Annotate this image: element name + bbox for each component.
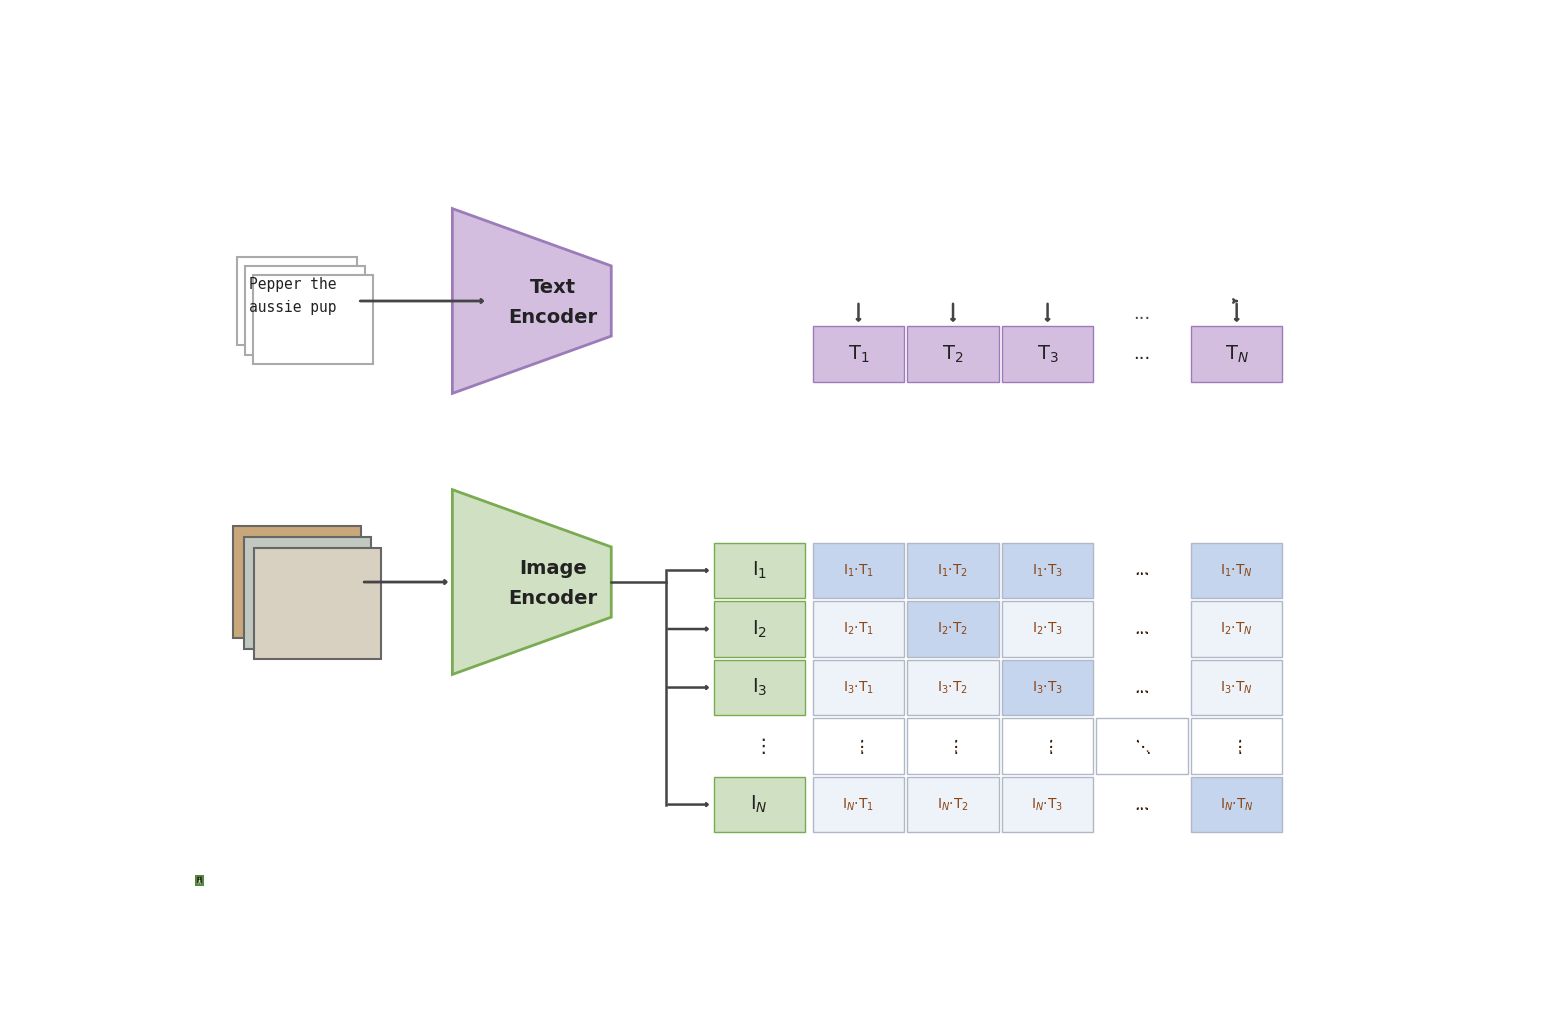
Bar (813, 777, 904, 832)
Text: $\vdots$: $\vdots$ (1042, 739, 1052, 753)
Text: I$_1$$\cdot$T$_3$: I$_1$$\cdot$T$_3$ (1032, 562, 1062, 579)
Text: I$_N$$\cdot$T$_1$: I$_N$$\cdot$T$_1$ (842, 796, 874, 813)
Text: $\vdots$: $\vdots$ (947, 737, 959, 755)
Text: I$_3$$\cdot$T$_2$: I$_3$$\cdot$T$_2$ (938, 679, 968, 696)
Bar (253, 548, 381, 660)
Text: I$_N$$\cdot$T$_2$: I$_N$$\cdot$T$_2$ (938, 796, 968, 813)
Bar (813, 660, 904, 715)
Text: ...: ... (1135, 680, 1149, 695)
Text: I$_N$$\cdot$T$_N$: I$_N$$\cdot$T$_N$ (1220, 796, 1254, 813)
Bar (813, 543, 904, 598)
Bar (1002, 543, 1093, 598)
Text: ...: ... (1135, 795, 1150, 814)
Text: $\vdots$: $\vdots$ (854, 739, 864, 753)
Polygon shape (452, 208, 611, 393)
Bar (1190, 718, 1283, 774)
Text: I$_1$: I$_1$ (751, 560, 766, 581)
Text: I$_2$$\cdot$T$_2$: I$_2$$\cdot$T$_2$ (938, 621, 968, 637)
Bar (1002, 660, 1093, 715)
Text: aussie pup: aussie pup (250, 300, 336, 315)
Bar (244, 537, 372, 648)
Text: $\vdots$: $\vdots$ (1231, 737, 1243, 755)
Text: ...: ... (1135, 797, 1149, 812)
Text: I$_N$$\cdot$T$_3$: I$_N$$\cdot$T$_3$ (1032, 796, 1064, 813)
Text: ...: ... (1133, 305, 1150, 323)
Bar (1096, 543, 1187, 598)
Text: I$_1$$\cdot$T$_2$: I$_1$$\cdot$T$_2$ (938, 562, 968, 579)
Text: ...: ... (1135, 620, 1150, 638)
Bar (1002, 326, 1093, 382)
Bar (1190, 660, 1283, 715)
Bar (813, 326, 904, 382)
Bar (253, 275, 373, 364)
Bar (907, 660, 999, 715)
Polygon shape (452, 489, 611, 674)
Bar (907, 601, 999, 657)
Text: $\ddots$: $\ddots$ (1133, 737, 1150, 755)
Text: I$_2$$\cdot$T$_3$: I$_2$$\cdot$T$_3$ (1032, 621, 1062, 637)
Bar (714, 543, 805, 598)
Text: T$_N$: T$_N$ (1224, 344, 1249, 365)
Text: ...: ... (1135, 561, 1150, 580)
Bar (1096, 660, 1187, 715)
Text: ...: ... (1135, 678, 1150, 697)
Bar (714, 660, 805, 715)
Text: $\vdots$: $\vdots$ (752, 736, 766, 756)
Text: $\vdots$: $\vdots$ (1232, 739, 1241, 753)
Text: I$_3$$\cdot$T$_3$: I$_3$$\cdot$T$_3$ (1032, 679, 1062, 696)
Text: Text: Text (530, 278, 577, 297)
Bar (233, 526, 361, 638)
Text: $\vdots$: $\vdots$ (1042, 737, 1053, 755)
Text: I$_2$$\cdot$T$_N$: I$_2$$\cdot$T$_N$ (1220, 621, 1254, 637)
Bar (1002, 718, 1093, 774)
Text: I$_3$$\cdot$T$_1$: I$_3$$\cdot$T$_1$ (843, 679, 874, 696)
Bar (245, 266, 365, 355)
Bar (1190, 777, 1283, 832)
Bar (907, 543, 999, 598)
Text: T$_2$: T$_2$ (942, 344, 964, 365)
Text: ...: ... (1133, 345, 1150, 363)
Bar (1190, 543, 1283, 598)
Text: Image: Image (520, 559, 588, 578)
Bar (1002, 601, 1093, 657)
Text: I$_1$$\cdot$T$_1$: I$_1$$\cdot$T$_1$ (843, 562, 874, 579)
Bar (1190, 601, 1283, 657)
Text: ...: ... (1135, 622, 1149, 636)
Text: T$_1$: T$_1$ (848, 344, 870, 365)
Text: ...: ... (1135, 563, 1149, 578)
Text: I$_3$$\cdot$T$_N$: I$_3$$\cdot$T$_N$ (1220, 679, 1254, 696)
Text: I$_1$$\cdot$T$_N$: I$_1$$\cdot$T$_N$ (1220, 562, 1254, 579)
Bar (1096, 718, 1187, 774)
Bar (1002, 777, 1093, 832)
Text: Pepper the: Pepper the (250, 277, 336, 291)
Text: Encoder: Encoder (509, 590, 598, 608)
Text: T$_3$: T$_3$ (1036, 344, 1058, 365)
Text: I$_N$: I$_N$ (751, 794, 768, 816)
Bar (907, 777, 999, 832)
Text: Encoder: Encoder (509, 309, 598, 327)
Bar (714, 777, 805, 832)
Bar (813, 718, 904, 774)
Text: $\ddots$: $\ddots$ (1135, 739, 1149, 753)
Bar (237, 256, 358, 346)
Bar (714, 601, 805, 657)
Text: I$_3$: I$_3$ (751, 677, 766, 698)
Bar (907, 326, 999, 382)
Bar (907, 718, 999, 774)
Bar (1190, 326, 1283, 382)
Text: I$_2$: I$_2$ (751, 619, 766, 639)
Bar (813, 601, 904, 657)
Text: I$_2$$\cdot$T$_1$: I$_2$$\cdot$T$_1$ (843, 621, 874, 637)
Text: $\vdots$: $\vdots$ (853, 737, 864, 755)
Bar (1096, 777, 1187, 832)
Bar (1096, 601, 1187, 657)
Text: $\vdots$: $\vdots$ (948, 739, 958, 753)
